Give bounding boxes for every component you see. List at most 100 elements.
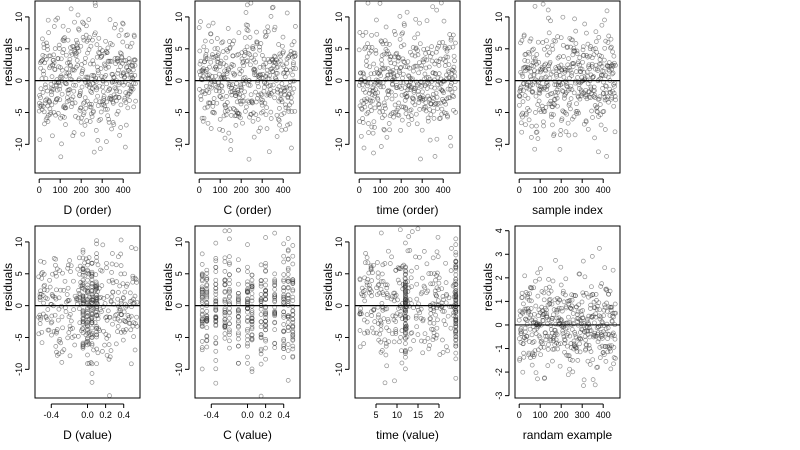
data-point: [222, 307, 228, 313]
data-point: [85, 309, 90, 314]
data-point: [524, 334, 530, 339]
data-point: [529, 47, 535, 53]
data-point: [554, 332, 560, 337]
data-point: [68, 263, 74, 269]
data-point: [413, 315, 419, 321]
data-point: [93, 309, 99, 315]
data-point: [91, 61, 96, 67]
data-point: [47, 106, 53, 112]
data-point: [65, 298, 71, 303]
data-point: [562, 110, 568, 115]
data-point: [453, 282, 459, 287]
data-point: [198, 19, 203, 24]
data-point: [249, 315, 255, 320]
data-point: [285, 295, 291, 301]
data-point: [417, 107, 423, 112]
data-point: [557, 73, 563, 78]
data-point: [532, 146, 538, 152]
plot-frame: [354, 0, 461, 174]
data-point: [360, 33, 366, 38]
data-point: [263, 297, 268, 302]
data-point: [422, 71, 428, 77]
data-point: [364, 319, 370, 325]
data-point: [539, 338, 544, 344]
data-point: [95, 262, 101, 268]
data-point: [37, 93, 42, 98]
data-point: [281, 315, 287, 320]
data-point: [125, 281, 130, 287]
data-point: [89, 273, 95, 279]
data-point: [72, 19, 77, 25]
data-point: [443, 322, 448, 327]
data-point: [204, 289, 210, 295]
data-point: [533, 59, 538, 65]
data-point: [290, 287, 296, 293]
data-point: [580, 290, 586, 296]
data-point: [37, 312, 43, 318]
data-point: [45, 307, 51, 312]
data-point: [565, 44, 570, 50]
data-point: [225, 26, 231, 31]
data-point: [208, 31, 214, 37]
data-point: [412, 63, 418, 69]
y-tick-label: -10: [334, 363, 344, 376]
data-point: [427, 343, 432, 348]
y-tick-label: 10: [14, 12, 24, 22]
data-point: [217, 126, 222, 132]
data-point: [204, 317, 210, 323]
data-point: [226, 67, 231, 73]
data-point: [213, 73, 218, 79]
data-point: [569, 297, 575, 303]
data-point: [366, 130, 371, 135]
data-point: [517, 357, 522, 363]
data-point: [382, 261, 388, 266]
data-point: [577, 341, 582, 347]
data-point: [251, 134, 257, 140]
data-point: [523, 316, 529, 322]
data-point: [49, 102, 55, 108]
data-point: [419, 82, 425, 88]
data-point: [96, 50, 101, 55]
data-point: [570, 317, 576, 323]
data-point: [204, 296, 210, 301]
data-point: [447, 45, 452, 50]
data-point: [43, 315, 49, 321]
data-point: [565, 372, 571, 378]
data-point: [92, 30, 98, 36]
data-point: [70, 133, 76, 139]
data-point: [227, 299, 232, 305]
data-point: [258, 278, 264, 284]
data-point: [199, 251, 205, 257]
data-point: [133, 81, 138, 86]
data-point: [98, 294, 104, 300]
data-point: [263, 34, 268, 40]
data-point: [611, 345, 617, 350]
data-point: [562, 95, 567, 101]
data-point: [239, 68, 244, 74]
x-tick-label: 0.2: [99, 410, 112, 420]
x-tick-label: 0: [517, 185, 522, 195]
data-point: [285, 292, 291, 298]
data-point: [245, 297, 250, 302]
data-point: [384, 295, 390, 301]
data-point: [547, 75, 553, 81]
data-point: [202, 38, 208, 44]
data-point: [52, 46, 58, 51]
data-point: [422, 331, 428, 337]
data-point: [453, 321, 459, 327]
data-point: [104, 99, 110, 105]
data-point: [613, 356, 618, 361]
data-point: [415, 31, 421, 37]
data-point: [213, 296, 219, 301]
data-point: [367, 286, 372, 291]
data-point: [227, 39, 232, 44]
data-point: [566, 56, 571, 61]
data-point: [587, 46, 593, 52]
data-point: [130, 279, 136, 285]
data-point: [219, 83, 225, 89]
data-point: [399, 360, 405, 366]
data-point: [525, 95, 531, 101]
x-axis-title: time (order): [376, 203, 438, 217]
data-point: [577, 96, 583, 102]
y-tick-label: 0: [174, 303, 184, 308]
